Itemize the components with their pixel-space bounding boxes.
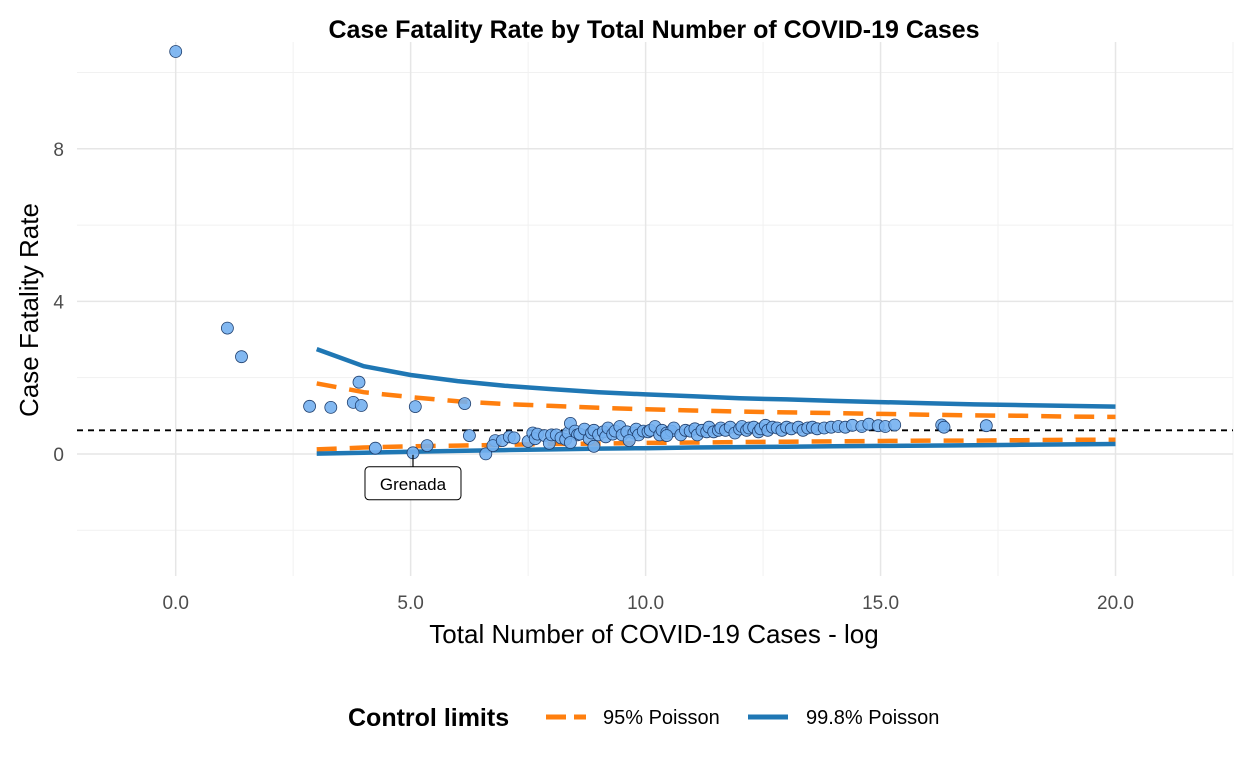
data-point	[507, 431, 521, 445]
data-point	[408, 400, 422, 414]
data-point	[368, 441, 382, 455]
x-axis-title: Total Number of COVID-19 Cases - log	[429, 619, 878, 649]
data-point	[622, 434, 636, 448]
x-tick-label: 5.0	[397, 593, 423, 614]
control-limits-group	[315, 346, 1116, 456]
annotation-label: Grenada	[380, 475, 447, 494]
data-point	[303, 399, 317, 413]
points-group	[169, 45, 993, 461]
data-point	[587, 439, 601, 453]
data-point	[354, 399, 368, 412]
data-point	[937, 420, 951, 434]
legend-title: Control limits	[348, 704, 509, 732]
data-point	[352, 375, 366, 389]
control-limit-lower-99-8-poisson	[316, 441, 1116, 456]
data-point	[660, 429, 674, 443]
y-axis-title: Case Fatality Rate	[14, 203, 44, 417]
data-point	[220, 321, 234, 335]
legend-label-95-poisson: 95% Poisson	[603, 707, 720, 729]
data-point	[324, 400, 338, 414]
grid-major	[77, 42, 1233, 576]
data-point	[479, 447, 493, 461]
y-tick-label: 0	[53, 445, 64, 466]
data-point	[564, 436, 577, 449]
legend-label-99-8-poisson: 99.8% Poisson	[806, 707, 939, 729]
y-tick-label: 4	[53, 292, 64, 313]
chart-title: Case Fatality Rate by Total Number of CO…	[328, 16, 979, 44]
x-tick-label: 10.0	[627, 593, 664, 614]
control-limit-upper-99-8-poisson	[315, 346, 1116, 409]
legend: Control limits 95% Poisson 99.8% Poisson	[348, 704, 939, 732]
annotation-group: Grenada	[364, 454, 462, 501]
annotation-box	[364, 466, 462, 501]
data-point	[888, 418, 902, 432]
x-tick-label: 0.0	[162, 593, 188, 614]
y-tick-labels: 0 4 8	[53, 140, 64, 466]
control-limit-lower-95-poisson	[316, 437, 1116, 452]
data-point	[458, 397, 472, 411]
data-point	[235, 350, 248, 364]
data-point	[979, 419, 993, 433]
data-point	[420, 439, 434, 453]
x-tick-label: 20.0	[1097, 593, 1134, 614]
data-point	[169, 45, 183, 58]
y-tick-label: 8	[53, 140, 64, 161]
x-tick-label: 15.0	[862, 593, 899, 614]
data-point	[462, 429, 476, 443]
x-tick-labels: 0.0 5.0 10.0 15.0 20.0	[162, 593, 1134, 614]
control-limit-upper-95-poisson	[316, 381, 1116, 420]
grid-minor	[77, 42, 1234, 576]
